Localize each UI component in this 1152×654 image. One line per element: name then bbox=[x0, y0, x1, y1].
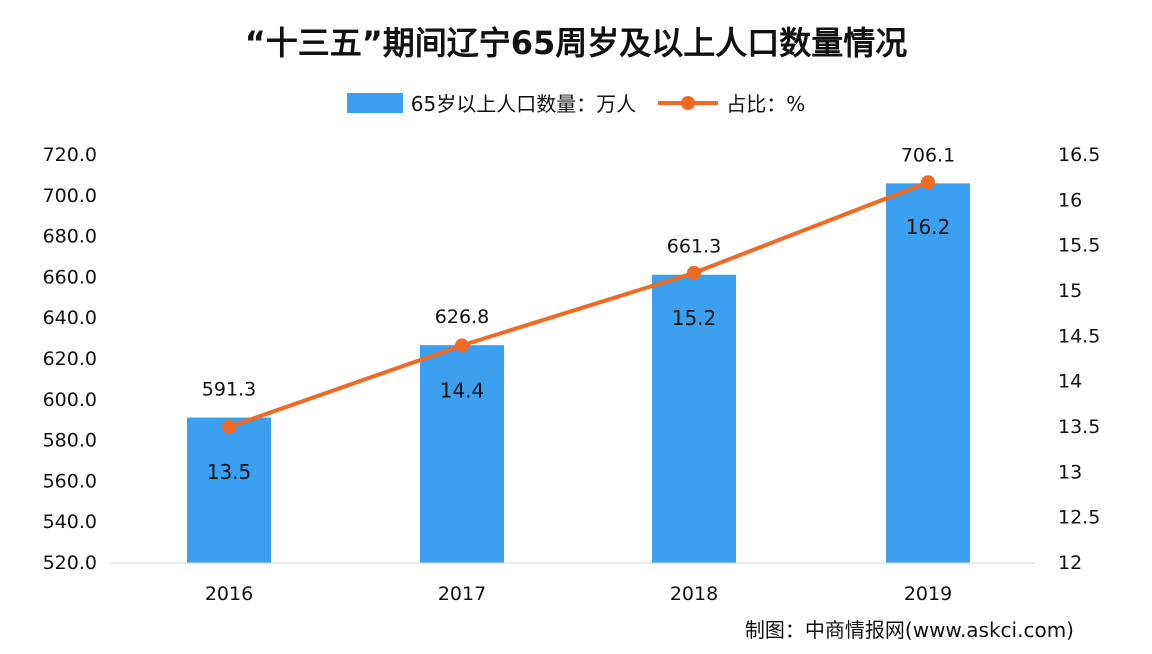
x-tick-label: 2018 bbox=[670, 583, 718, 605]
bar-value-label: 661.3 bbox=[667, 236, 721, 258]
line-point-2018 bbox=[687, 266, 701, 280]
line-value-label: 15.2 bbox=[672, 306, 717, 330]
bar-2019 bbox=[886, 183, 970, 563]
y-left-tick-label: 560.0 bbox=[43, 470, 97, 492]
y-left-tick-label: 600.0 bbox=[43, 389, 97, 411]
y-right-tick-label: 12 bbox=[1058, 552, 1082, 574]
line-value-label: 16.2 bbox=[906, 215, 951, 239]
y-left-tick-label: 620.0 bbox=[43, 348, 97, 370]
line-value-label: 14.4 bbox=[440, 378, 485, 402]
y-left-tick-label: 660.0 bbox=[43, 266, 97, 288]
y-left-tick-label: 520.0 bbox=[43, 552, 97, 574]
line-point-2017 bbox=[455, 338, 469, 352]
y-left-tick-label: 540.0 bbox=[43, 511, 97, 533]
line-point-2016 bbox=[222, 420, 236, 434]
y-left-tick-label: 580.0 bbox=[43, 430, 97, 452]
chart-source: 制图：中商情报网(www.askci.com) bbox=[745, 614, 1074, 643]
line-value-label: 13.5 bbox=[207, 460, 252, 484]
y-right-tick-label: 15 bbox=[1058, 280, 1082, 302]
x-tick-label: 2019 bbox=[904, 583, 952, 605]
x-tick-label: 2017 bbox=[438, 583, 486, 605]
y-left-tick-label: 640.0 bbox=[43, 307, 97, 329]
y-right-tick-label: 12.5 bbox=[1058, 507, 1100, 529]
y-right-tick-label: 13 bbox=[1058, 461, 1082, 483]
y-right-tick-label: 16 bbox=[1058, 189, 1082, 211]
y-right-tick-label: 14.5 bbox=[1058, 325, 1100, 347]
line-point-2019 bbox=[921, 175, 935, 189]
y-left-tick-label: 700.0 bbox=[43, 185, 97, 207]
y-right-tick-label: 14 bbox=[1058, 371, 1082, 393]
line-series-share bbox=[229, 182, 928, 427]
y-right-tick-label: 15.5 bbox=[1058, 235, 1100, 257]
y-left-tick-label: 680.0 bbox=[43, 226, 97, 248]
y-right-tick-label: 16.5 bbox=[1058, 144, 1100, 166]
y-right-tick-label: 13.5 bbox=[1058, 416, 1100, 438]
bar-value-label: 591.3 bbox=[202, 379, 256, 401]
bar-2016 bbox=[187, 418, 271, 563]
y-left-tick-label: 720.0 bbox=[43, 144, 97, 166]
bar-value-label: 706.1 bbox=[901, 144, 955, 166]
bar-value-label: 626.8 bbox=[435, 306, 489, 328]
x-tick-label: 2016 bbox=[205, 583, 253, 605]
